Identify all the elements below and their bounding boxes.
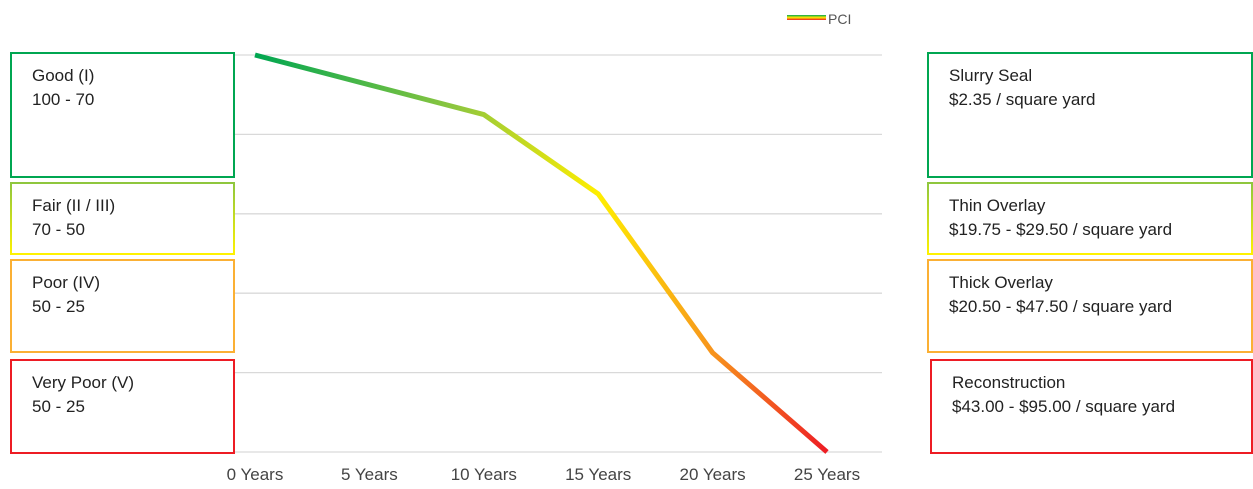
legend: PCI bbox=[787, 11, 851, 27]
legend-swatch bbox=[787, 15, 826, 20]
treatment-box: Reconstruction $43.00 - $95.00 / square y… bbox=[930, 359, 1253, 454]
treatment-cost: $20.50 - $47.50 / square yard bbox=[949, 297, 1173, 316]
x-axis: 0 Years 5 Years 10 Years 15 Years 20 Years 25… bbox=[227, 465, 860, 484]
condition-label: Fair (II / III) bbox=[32, 196, 116, 215]
treatment-box: Thick Overlay $20.50 - $47.50 / square ya… bbox=[927, 259, 1253, 353]
condition-label: Very Poor (V) bbox=[32, 373, 135, 392]
condition-band-box: Fair (II / III) 70 - 50 bbox=[10, 182, 235, 255]
treatment-box: Slurry Seal $2.35 / square yard bbox=[927, 52, 1253, 178]
x-tick-label: 20 Years bbox=[680, 465, 746, 484]
treatment-name: Reconstruction bbox=[952, 373, 1066, 392]
condition-range: 50 - 25 bbox=[32, 297, 85, 316]
legend-label-pci: PCI bbox=[828, 11, 851, 27]
gridlines bbox=[235, 54, 882, 453]
x-tick-label: 15 Years bbox=[565, 465, 631, 484]
x-tick-label: 5 Years bbox=[341, 465, 398, 484]
x-tick-label: 25 Years bbox=[794, 465, 860, 484]
x-tick-label: 10 Years bbox=[451, 465, 517, 484]
condition-label: Good (I) bbox=[32, 66, 95, 85]
treatment-cost: $43.00 - $95.00 / square yard bbox=[952, 397, 1176, 416]
pci-series-line bbox=[254, 52, 829, 454]
treatment-cost: $2.35 / square yard bbox=[949, 90, 1096, 109]
condition-range: 70 - 50 bbox=[32, 220, 85, 239]
condition-range: 100 - 70 bbox=[32, 90, 95, 109]
condition-band-box: Very Poor (V) 50 - 25 bbox=[10, 359, 235, 454]
treatment-name: Thick Overlay bbox=[949, 273, 1053, 292]
condition-band-box: Poor (IV) 50 - 25 bbox=[10, 259, 235, 353]
treatment-name: Slurry Seal bbox=[949, 66, 1033, 85]
x-tick-label: 0 Years bbox=[227, 465, 284, 484]
treatment-box: Thin Overlay $19.75 - $29.50 / square yar… bbox=[927, 182, 1253, 255]
condition-range: 50 - 25 bbox=[32, 397, 85, 416]
treatment-name: Thin Overlay bbox=[949, 196, 1046, 215]
condition-label: Poor (IV) bbox=[32, 273, 101, 292]
treatment-cost: $19.75 - $29.50 / square yard bbox=[949, 220, 1173, 239]
condition-band-box: Good (I) 100 - 70 bbox=[10, 52, 235, 178]
